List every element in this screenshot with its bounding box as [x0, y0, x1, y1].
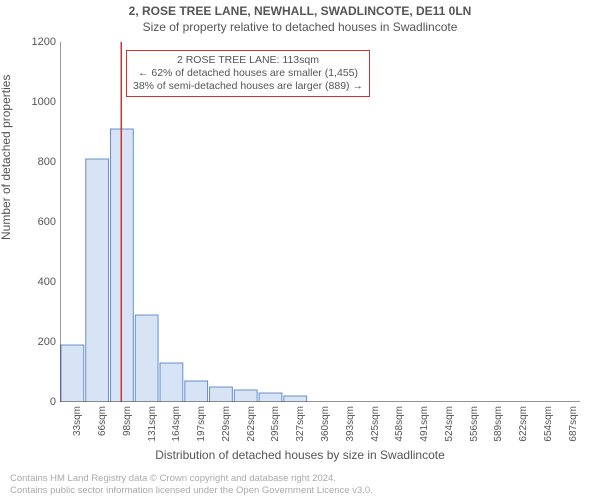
y-tick-label: 1200: [16, 36, 56, 48]
chart-subtitle: Size of property relative to detached ho…: [0, 20, 600, 34]
y-axis-label: Number of detached properties: [0, 75, 13, 240]
y-tick-label: 800: [16, 156, 56, 168]
annotation-line3: 38% of semi-detached houses are larger (…: [133, 80, 363, 93]
x-tick-label: 556sqm: [469, 406, 480, 466]
y-tick-label: 1000: [16, 96, 56, 108]
y-tick-label: 200: [16, 336, 56, 348]
x-tick-label: 164sqm: [171, 406, 182, 466]
footer-copyright-1: Contains HM Land Registry data © Crown c…: [10, 473, 336, 484]
x-tick-label: 687sqm: [568, 406, 579, 466]
annotation-line1: 2 ROSE TREE LANE: 113sqm: [133, 54, 363, 67]
chart-title-address: 2, ROSE TREE LANE, NEWHALL, SWADLINCOTE,…: [0, 4, 600, 18]
x-tick-label: 66sqm: [97, 406, 108, 466]
x-tick-label: 654sqm: [543, 406, 554, 466]
x-tick-label: 393sqm: [345, 406, 356, 466]
annotation-box: 2 ROSE TREE LANE: 113sqm ← 62% of detach…: [126, 50, 370, 97]
x-tick-label: 524sqm: [444, 406, 455, 466]
x-tick-label: 327sqm: [295, 406, 306, 466]
x-tick-label: 295sqm: [270, 406, 281, 466]
x-tick-label: 98sqm: [122, 406, 133, 466]
x-tick-label: 229sqm: [221, 406, 232, 466]
annotation-line2: ← 62% of detached houses are smaller (1,…: [133, 67, 363, 80]
x-tick-label: 197sqm: [196, 406, 207, 466]
y-tick-label: 600: [16, 216, 56, 228]
x-tick-label: 262sqm: [246, 406, 257, 466]
x-tick-label: 131sqm: [147, 406, 158, 466]
x-tick-label: 360sqm: [320, 406, 331, 466]
y-tick-label: 0: [16, 396, 56, 408]
x-tick-label: 33sqm: [72, 406, 83, 466]
x-tick-label: 425sqm: [370, 406, 381, 466]
y-tick-label: 400: [16, 276, 56, 288]
x-tick-label: 622sqm: [518, 406, 529, 466]
x-tick-label: 458sqm: [394, 406, 405, 466]
x-tick-label: 589sqm: [493, 406, 504, 466]
x-tick-label: 491sqm: [419, 406, 430, 466]
footer-copyright-2: Contains public sector information licen…: [10, 485, 373, 496]
